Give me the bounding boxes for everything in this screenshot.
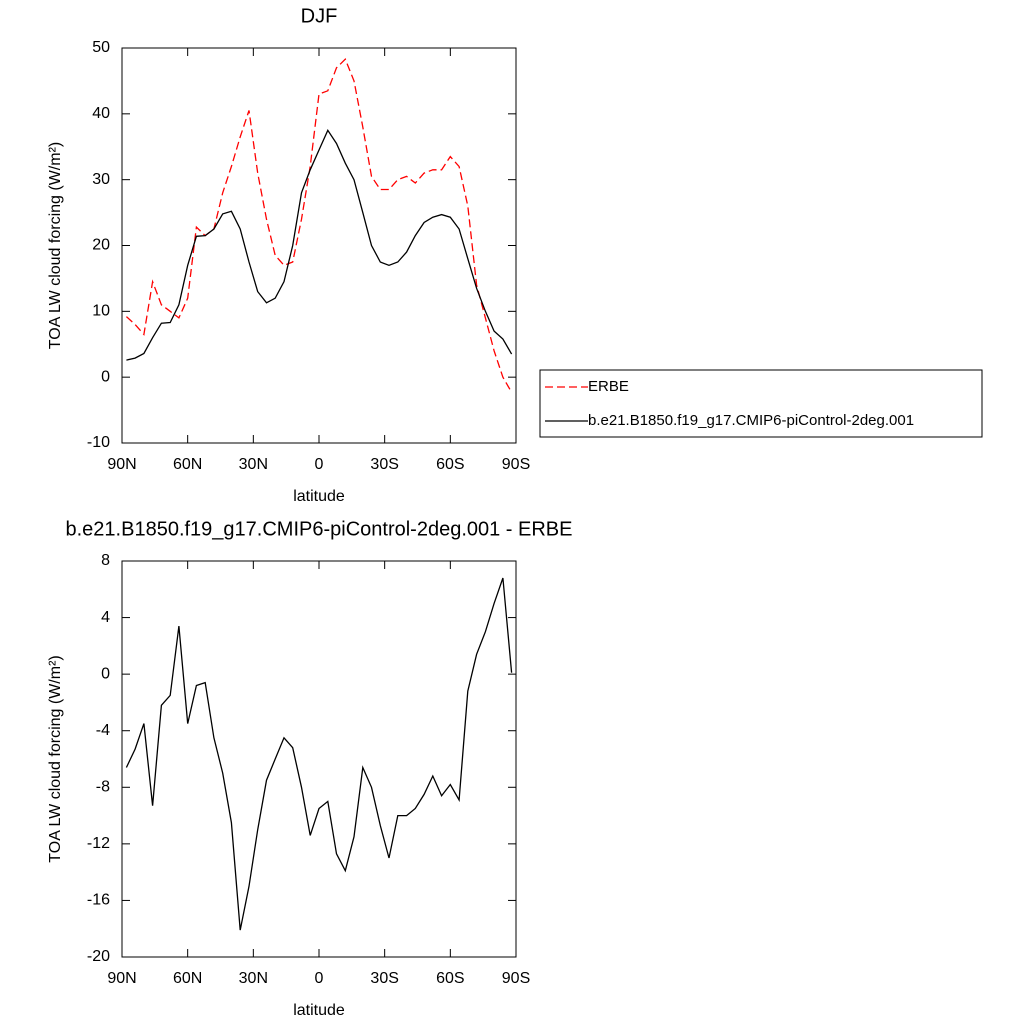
y-tick-label: -20 (87, 948, 110, 965)
x-tick-label: 60S (436, 456, 464, 473)
x-tick-label: 60N (173, 970, 202, 987)
chart-title: b.e21.B1850.f19_g17.CMIP6-piControl-2deg… (66, 518, 573, 540)
x-tick-label: 90S (502, 456, 530, 473)
x-tick-label: 90N (107, 970, 136, 987)
x-tick-label: 30N (239, 456, 268, 473)
plot-frame (121, 560, 517, 958)
y-tick-label: 50 (92, 39, 110, 56)
y-axis-label: TOA LW cloud forcing (W/m²) (47, 655, 64, 862)
x-axis-label: latitude (293, 488, 345, 505)
x-tick-label: 30S (370, 456, 398, 473)
y-tick-label: -10 (87, 434, 110, 451)
y-tick-label: 4 (101, 609, 110, 626)
y-tick-label: 10 (92, 303, 110, 320)
x-tick-label: 60N (173, 456, 202, 473)
x-tick-label: 30S (370, 970, 398, 987)
legend: ERBE b.e21.B1850.f19_g17.CMIP6-piControl-… (539, 369, 983, 438)
data-line (125, 58, 513, 393)
y-tick-label: -8 (96, 779, 110, 796)
legend-label: ERBE (588, 378, 629, 395)
y-tick-label: -16 (87, 892, 110, 909)
y-tick-label: 30 (92, 171, 110, 188)
legend-label: b.e21.B1850.f19_g17.CMIP6-piControl-2deg… (588, 412, 914, 429)
x-axis-label: latitude (293, 1002, 345, 1019)
chart-title: DJF (301, 5, 338, 27)
y-tick-label: 8 (101, 552, 110, 569)
y-tick-label: 0 (101, 665, 110, 682)
x-tick-label: 0 (315, 456, 324, 473)
data-line (126, 128, 513, 361)
x-tick-label: 30N (239, 970, 268, 987)
y-axis-label: TOA LW cloud forcing (W/m²) (47, 142, 64, 349)
y-tick-label: 40 (92, 105, 110, 122)
x-tick-label: 90S (502, 970, 530, 987)
y-tick-label: 0 (101, 368, 110, 385)
legend-box (539, 369, 983, 438)
x-tick-label: 90N (107, 456, 136, 473)
x-tick-label: 60S (436, 970, 464, 987)
y-tick-label: -4 (96, 722, 110, 739)
data-line (125, 577, 513, 931)
y-tick-label: -12 (87, 835, 110, 852)
plot-frame (121, 47, 517, 444)
x-tick-label: 0 (315, 970, 324, 987)
y-tick-label: 20 (92, 237, 110, 254)
